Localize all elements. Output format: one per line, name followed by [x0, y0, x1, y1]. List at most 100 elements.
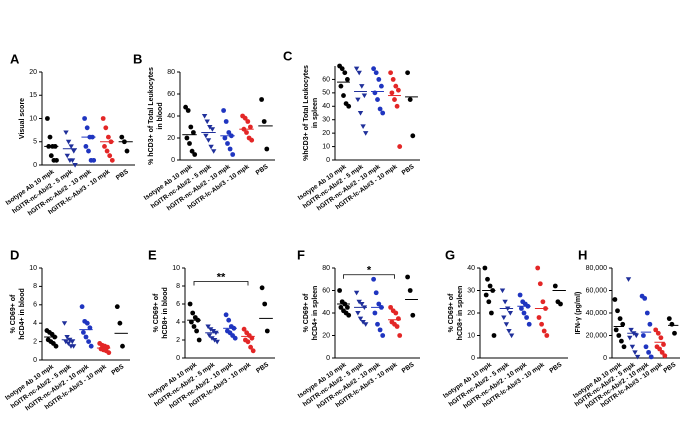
data-point: [183, 104, 189, 110]
data-point: [244, 130, 249, 135]
data-point: [189, 319, 194, 325]
panel-letter: C: [283, 48, 293, 63]
y-tick-label: 0: [603, 355, 607, 362]
data-point: [70, 344, 77, 349]
data-point: [501, 315, 507, 321]
y-axis-label: % CD69+ of: [153, 293, 160, 332]
data-point: [535, 265, 541, 271]
y-tick-label: 80: [322, 265, 330, 272]
x-tick-label: PBS: [255, 163, 271, 177]
data-point: [345, 304, 350, 310]
data-point: [377, 327, 383, 333]
y-tick-label: 8: [33, 283, 37, 290]
y-tick-label: 40: [167, 113, 175, 120]
data-point: [642, 295, 648, 301]
data-point: [187, 301, 193, 307]
data-point: [259, 285, 265, 291]
data-point: [487, 283, 493, 289]
data-point: [264, 146, 270, 152]
y-tick-label: 40: [467, 265, 475, 272]
data-point: [407, 288, 413, 293]
data-point: [339, 66, 345, 72]
y-tick-label: 20: [167, 135, 175, 142]
data-point: [397, 144, 403, 149]
data-point: [54, 157, 59, 163]
data-point: [259, 97, 264, 102]
y-tick-label: 60: [322, 287, 330, 294]
y-tick-label: 10: [322, 143, 330, 150]
data-point: [230, 152, 236, 157]
data-point: [662, 353, 668, 359]
y-axis-label: % CD69+ of: [448, 293, 455, 332]
y-tick-label: 0: [33, 162, 37, 169]
data-point: [485, 276, 490, 282]
data-point: [355, 311, 361, 316]
data-point: [63, 339, 69, 345]
data-point: [64, 153, 70, 159]
data-point: [72, 163, 78, 168]
data-point: [407, 97, 413, 102]
data-point: [644, 310, 650, 316]
panel-letter: G: [445, 247, 455, 262]
data-point: [64, 335, 70, 340]
y-tick-label: 40: [322, 103, 330, 110]
y-axis-label: % hCD3+ of Total Leukocytes: [148, 67, 155, 165]
data-point: [209, 127, 216, 132]
data-point: [503, 322, 510, 327]
data-point: [405, 274, 410, 280]
data-point: [405, 70, 410, 76]
data-point: [245, 339, 251, 345]
data-point: [63, 130, 69, 136]
data-point: [100, 116, 106, 121]
data-point: [376, 301, 382, 307]
y-tick-label: 60: [322, 76, 330, 83]
data-point: [208, 144, 214, 150]
data-point: [225, 141, 230, 146]
data-point: [342, 70, 348, 76]
data-point: [661, 342, 666, 347]
data-point: [242, 115, 248, 121]
y-tick-label: 20: [29, 69, 37, 76]
data-point: [190, 310, 196, 316]
data-point: [653, 327, 659, 333]
data-point: [363, 322, 369, 327]
data-point: [519, 306, 524, 311]
x-tick-label: PBS: [255, 361, 271, 375]
data-point: [627, 335, 633, 341]
data-point: [106, 134, 111, 140]
data-point: [222, 135, 228, 141]
data-point: [634, 354, 641, 360]
data-point: [619, 338, 624, 344]
data-point: [617, 316, 623, 322]
data-point: [524, 315, 529, 320]
data-point: [250, 348, 256, 354]
data-point: [83, 144, 89, 149]
data-point: [83, 334, 89, 340]
data-point: [208, 327, 214, 332]
data-point: [647, 321, 653, 327]
y-tick-label: 4: [176, 319, 180, 326]
y-tick-label: 20,000: [586, 332, 608, 339]
data-point: [61, 321, 68, 326]
data-point: [69, 339, 75, 345]
panel-letter: H: [578, 247, 587, 262]
data-point: [227, 146, 233, 152]
data-point: [380, 333, 386, 338]
data-point: [377, 106, 383, 112]
panel-letter: A: [10, 51, 20, 66]
y-tick-label: 40,000: [586, 310, 608, 317]
y-axis-label: IFN-γ (pg/ml): [575, 292, 582, 335]
data-point: [245, 119, 251, 124]
data-point: [262, 301, 268, 307]
y-axis-label: in spleen: [312, 98, 319, 128]
y-tick-label: 10: [467, 332, 475, 339]
data-point: [226, 317, 232, 323]
y-axis-label: hCD4+ in blood: [19, 288, 26, 340]
data-point: [356, 70, 362, 76]
data-point: [657, 346, 662, 352]
y-tick-label: 6: [176, 301, 180, 308]
data-point: [491, 333, 497, 338]
data-point: [357, 111, 364, 116]
data-point: [379, 83, 384, 89]
data-point: [241, 326, 247, 332]
